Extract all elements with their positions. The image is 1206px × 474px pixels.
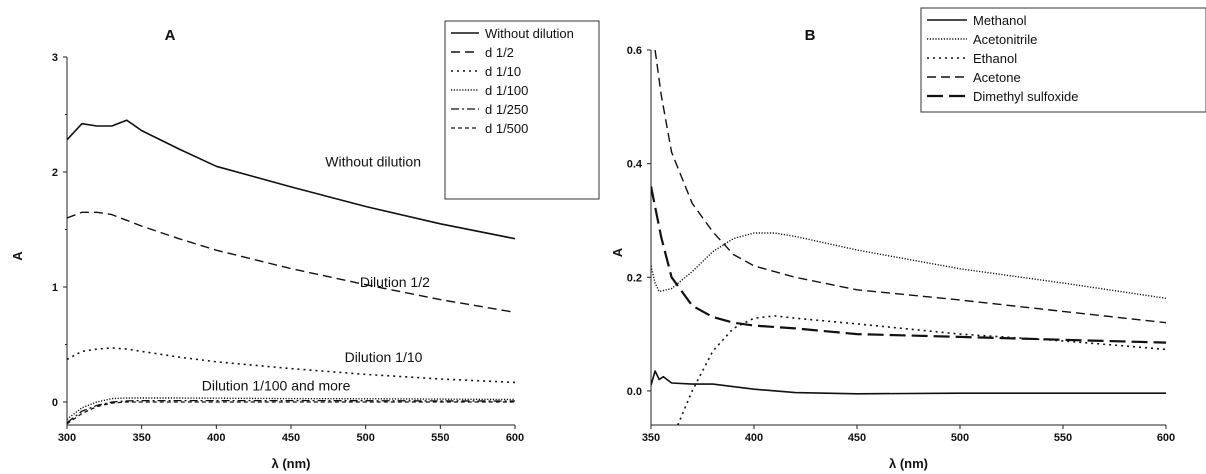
series-line-methanol	[651, 370, 1166, 395]
x-tick-label: 350	[132, 432, 150, 444]
legend-entry: Ethanol	[973, 51, 1017, 66]
chart-panel-a: 300 350 400 450 500 550 600 0 1 2 3 Aλ (nm) A Without…	[10, 20, 600, 471]
series-line-ethanol	[677, 315, 1166, 425]
legend-entry: Without dilution	[485, 26, 574, 41]
legend-box	[920, 7, 1206, 113]
series-line-d-1-2	[67, 211, 515, 313]
legend-entry: Acetonitrile	[973, 32, 1037, 47]
x-tick-label: 400	[207, 432, 225, 444]
panel-title: B	[805, 27, 816, 44]
legend-entry: d 1/500	[485, 121, 528, 136]
series-line-d-1-250	[67, 399, 515, 424]
legend: Methanol Acetonitrile Ethanol Acetone Dimeth…	[920, 7, 1206, 113]
legend-box	[444, 20, 600, 200]
x-axis-title: λ (nm)	[889, 456, 928, 471]
y-tick-label: 0.6	[627, 45, 642, 57]
y-axis-title: A	[610, 247, 625, 257]
legend-entry: d 1/2	[485, 45, 514, 60]
x-tick-label: 600	[506, 432, 524, 444]
legend-entry: Methanol	[973, 13, 1027, 28]
legend-entry: d 1/100	[485, 83, 528, 98]
x-tick-label: 300	[58, 432, 76, 444]
x-tick-label: 550	[431, 432, 449, 444]
x-tick-label: 550	[1054, 432, 1072, 444]
x-tick-label: 600	[1157, 432, 1175, 444]
x-tick-label: 450	[848, 432, 866, 444]
y-tick-label: 1	[52, 282, 58, 294]
x-tick-label: 500	[951, 432, 969, 444]
annotation-label: Dilution 1/10	[345, 349, 423, 365]
annotation-label: Dilution 1/2	[360, 274, 430, 290]
x-axis-title: λ (nm)	[272, 456, 311, 471]
series-line-dimethyl-sulfoxide	[651, 186, 1166, 344]
legend-entry: Dimethyl sulfoxide	[973, 89, 1079, 104]
series-line-d-1-100	[67, 397, 515, 420]
x-tick-label: 400	[745, 432, 763, 444]
annotation-label: Dilution 1/100 and more	[202, 378, 351, 394]
y-tick-label: 2	[52, 167, 58, 179]
chart-panel-b: 350 400 450 500 550 600 0.0 0.2 0.4 0.6 Bλ (nm) A Me…	[610, 7, 1206, 471]
series-line-d-1-10	[67, 347, 515, 384]
legend-entry: d 1/10	[485, 64, 521, 79]
series-line-without-dilution	[67, 119, 515, 240]
y-tick-label: 0	[52, 397, 58, 409]
x-tick-label: 500	[356, 432, 374, 444]
annotation-label: Without dilution	[325, 153, 421, 169]
series-line-acetonitrile	[651, 232, 1166, 299]
y-tick-label: 0.0	[627, 386, 642, 398]
legend-entry: Acetone	[973, 70, 1021, 85]
x-tick-label: 350	[642, 432, 660, 444]
series-line-d-1-500	[67, 401, 515, 425]
y-tick-label: 3	[52, 52, 58, 64]
y-tick-label: 0.4	[627, 159, 643, 171]
y-axis-title: A	[10, 251, 25, 261]
y-tick-label: 0.2	[627, 272, 642, 284]
x-tick-label: 450	[282, 432, 300, 444]
legend: Without dilution d 1/2 d 1/10 d 1/100 d 1/25…	[444, 20, 600, 200]
panel-title: A	[165, 27, 176, 44]
legend-entry: d 1/250	[485, 102, 528, 117]
